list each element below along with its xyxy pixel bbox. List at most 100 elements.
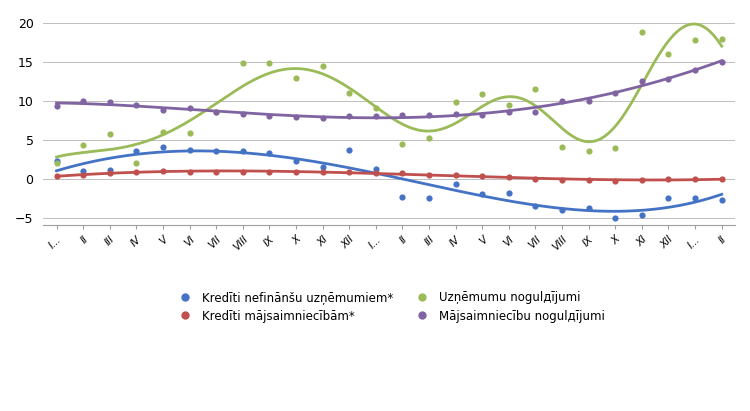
Point (50, 158, 62, 165)
Point (370, 170, 382, 176)
Point (503, 109, 515, 115)
Point (450, 99, 462, 106)
Point (344, 169, 355, 175)
Point (77, 97, 89, 104)
Point (210, 109, 222, 115)
Point (130, 160, 142, 166)
Point (609, 214, 621, 221)
Point (423, 195, 435, 201)
Point (184, 105, 196, 112)
Point (50, 103, 62, 109)
Point (583, 147, 595, 154)
Point (237, 111, 249, 117)
Point (556, 97, 568, 104)
Point (316, 164, 328, 170)
Point (157, 168, 169, 174)
Point (503, 189, 515, 196)
Point (184, 146, 196, 153)
Point (662, 76, 674, 82)
Point (210, 148, 222, 155)
Point (423, 111, 435, 118)
Point (556, 206, 568, 213)
Point (104, 170, 116, 176)
Point (130, 169, 142, 175)
Point (476, 173, 488, 180)
Point (263, 60, 275, 67)
Point (556, 144, 568, 151)
Point (210, 109, 222, 115)
Point (237, 169, 249, 175)
Legend: Kredīti nefinānšu uzņēmumiem*, Kredīti mājsaimniecībām*, Uzņēmumu nogulдījumi, M: Kredīti nefinānšu uzņēmumiem*, Kredīti m… (169, 286, 610, 327)
Point (316, 115, 328, 121)
Point (476, 191, 488, 198)
Point (290, 114, 302, 120)
Point (263, 169, 275, 175)
Point (316, 169, 328, 175)
Point (689, 175, 701, 182)
Point (263, 113, 275, 120)
Point (716, 36, 728, 42)
Point (77, 171, 89, 178)
Point (662, 51, 674, 57)
Point (450, 111, 462, 117)
Point (344, 113, 355, 120)
Point (104, 131, 116, 138)
Point (397, 111, 409, 118)
Point (184, 169, 196, 175)
Point (130, 148, 142, 155)
Point (263, 150, 275, 156)
Point (184, 130, 196, 137)
Point (503, 102, 515, 108)
Point (689, 195, 701, 201)
Point (237, 148, 249, 155)
Point (609, 178, 621, 184)
Point (157, 144, 169, 151)
Point (370, 166, 382, 173)
Point (476, 111, 488, 118)
Point (716, 196, 728, 203)
Point (290, 158, 302, 165)
Point (530, 86, 542, 92)
Point (636, 29, 648, 35)
Point (423, 171, 435, 178)
Point (503, 174, 515, 180)
Point (662, 195, 674, 201)
Point (609, 90, 621, 96)
Point (636, 212, 648, 219)
Point (450, 171, 462, 178)
Point (104, 167, 116, 173)
Point (397, 193, 409, 200)
Point (157, 129, 169, 135)
Point (290, 169, 302, 175)
Point (210, 169, 222, 175)
Point (370, 105, 382, 112)
Point (716, 58, 728, 65)
Point (237, 59, 249, 66)
Point (397, 141, 409, 148)
Point (583, 205, 595, 212)
Point (636, 177, 648, 183)
Point (344, 90, 355, 96)
Point (316, 62, 328, 69)
Point (450, 181, 462, 187)
Point (344, 146, 355, 153)
Point (662, 176, 674, 182)
Point (556, 177, 568, 183)
Point (689, 37, 701, 43)
Point (50, 160, 62, 166)
Point (397, 170, 409, 176)
Point (583, 177, 595, 183)
Point (130, 102, 142, 108)
Point (290, 75, 302, 81)
Point (583, 97, 595, 104)
Point (530, 109, 542, 115)
Point (157, 107, 169, 113)
Point (370, 113, 382, 120)
Point (77, 142, 89, 148)
Point (716, 176, 728, 182)
Point (423, 135, 435, 141)
Point (636, 78, 648, 85)
Point (50, 173, 62, 180)
Point (530, 203, 542, 209)
Point (609, 145, 621, 152)
